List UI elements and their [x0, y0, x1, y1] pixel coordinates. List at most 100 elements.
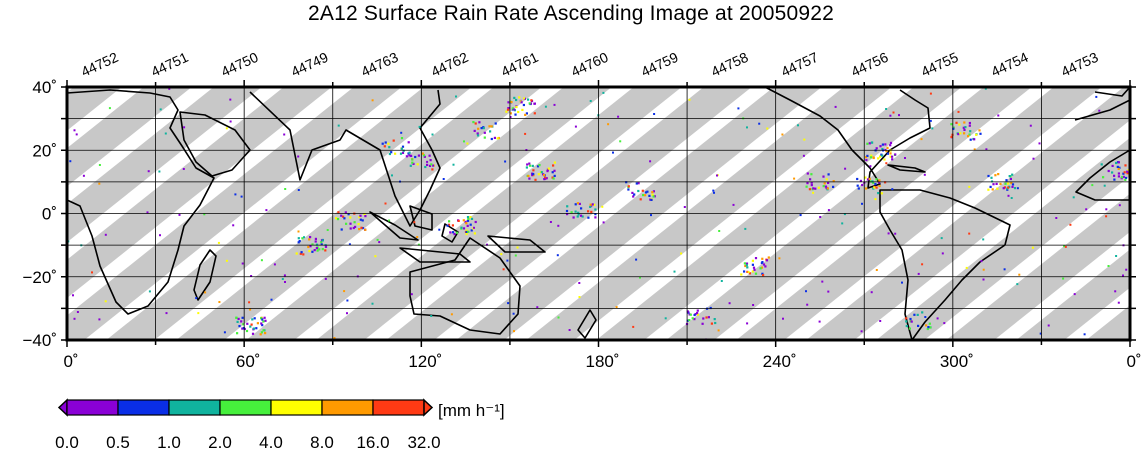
rain-pixel	[251, 332, 255, 335]
rain-pixels	[67, 87, 1130, 340]
rain-pixel	[483, 131, 486, 134]
rain-pixel	[589, 100, 592, 102]
rain-pixel	[284, 281, 286, 283]
rain-pixel	[589, 203, 592, 206]
rain-pixel	[414, 155, 417, 159]
rain-pixel	[627, 185, 630, 188]
rain-pixel	[507, 302, 510, 305]
rain-pixel	[696, 311, 699, 315]
rain-pixel	[496, 137, 499, 140]
rain-pixel	[574, 125, 577, 128]
rain-pixel	[507, 107, 510, 110]
rain-pixel	[549, 221, 552, 223]
rain-pixel	[532, 172, 535, 176]
rain-pixel	[760, 262, 763, 265]
rain-pixel	[536, 165, 540, 168]
rain-pixel	[812, 187, 815, 190]
rain-pixel	[859, 179, 862, 182]
rain-pixel	[905, 317, 908, 320]
rain-pixel	[1120, 176, 1124, 179]
rain-pixel	[345, 222, 348, 225]
rain-pixel	[309, 245, 312, 248]
rain-pixel	[76, 311, 79, 313]
colorbar-tick-label: 8.0	[310, 433, 334, 452]
rain-pixel	[612, 151, 614, 154]
rain-pixel	[1032, 157, 1035, 160]
rain-pixel	[886, 146, 889, 149]
rain-pixel	[453, 233, 456, 236]
rain-pixel	[826, 187, 829, 190]
rain-pixel	[533, 112, 536, 115]
rain-pixel	[889, 152, 892, 155]
rain-pixel	[1127, 169, 1130, 172]
rain-pixel	[392, 139, 395, 142]
rain-pixel	[506, 259, 509, 262]
lon-label: 180˚	[585, 352, 619, 371]
rain-pixel	[920, 138, 923, 141]
rain-pixel	[940, 237, 943, 240]
rain-pixel	[73, 129, 76, 132]
rain-pixel	[1117, 172, 1120, 175]
rain-pixel	[593, 203, 596, 206]
rain-pixel	[894, 232, 897, 235]
rain-pixel	[607, 123, 610, 126]
rain-pixel	[904, 157, 906, 159]
rain-pixel	[387, 142, 390, 145]
rain-pixel	[883, 158, 886, 161]
rain-pixel	[781, 133, 784, 136]
rain-pixel	[506, 108, 510, 111]
rain-pixel	[299, 252, 302, 255]
rain-pixel	[488, 125, 491, 128]
rain-pixel	[521, 108, 524, 111]
rain-pixel	[241, 327, 244, 330]
rain-pixel	[465, 222, 468, 225]
rain-pixel	[688, 98, 691, 101]
rain-pixel	[696, 309, 699, 312]
rain-pixel	[467, 230, 470, 233]
rain-pixel	[843, 213, 846, 216]
rain-pixel	[931, 127, 934, 130]
rain-pixel	[183, 126, 186, 129]
rain-pixel	[806, 182, 809, 185]
rain-pixel	[810, 181, 813, 184]
rain-pixel	[874, 183, 877, 186]
rain-pixel	[240, 320, 243, 323]
rain-pixel	[1125, 268, 1128, 271]
rain-pixel	[525, 166, 528, 169]
rain-pixel	[553, 174, 556, 177]
rain-pixel	[992, 183, 995, 186]
colorbar-arrow-left	[57, 398, 68, 417]
colorbar-tick-label: 4.0	[259, 433, 283, 452]
rain-pixel	[746, 270, 749, 273]
longitude-labels: 0˚ 60˚ 120˚ 180˚ 240˚ 300˚ 0˚	[63, 352, 1141, 371]
rain-pixel	[543, 174, 546, 177]
rain-pixel	[686, 319, 689, 322]
rain-pixel	[108, 107, 111, 110]
rain-pixel	[82, 174, 85, 177]
rain-pixel	[806, 303, 809, 306]
rain-pixel	[996, 187, 999, 190]
rain-pixel	[297, 241, 300, 244]
rain-pixel	[408, 154, 411, 157]
rain-pixel	[314, 237, 317, 240]
rain-pixel	[615, 306, 618, 309]
rain-pixel	[991, 188, 994, 191]
rain-pixel	[577, 211, 580, 214]
rain-pixel	[982, 268, 985, 271]
rain-pixel	[270, 298, 273, 301]
rain-pixel	[359, 214, 362, 217]
rain-pixel	[241, 262, 244, 265]
rain-pixel	[957, 110, 960, 113]
rain-pixel	[69, 160, 72, 163]
rain-pixel	[822, 175, 825, 178]
rain-pixel	[728, 302, 731, 305]
rain-pixel	[465, 229, 468, 232]
rain-pixel	[309, 236, 312, 239]
rain-pixel	[448, 220, 451, 223]
rain-pixel	[483, 136, 486, 139]
rain-pixel	[975, 133, 978, 136]
rain-pixel	[326, 229, 329, 231]
rain-pixel	[825, 178, 828, 181]
rain-pixel	[225, 127, 228, 130]
rain-pixel	[868, 142, 871, 145]
